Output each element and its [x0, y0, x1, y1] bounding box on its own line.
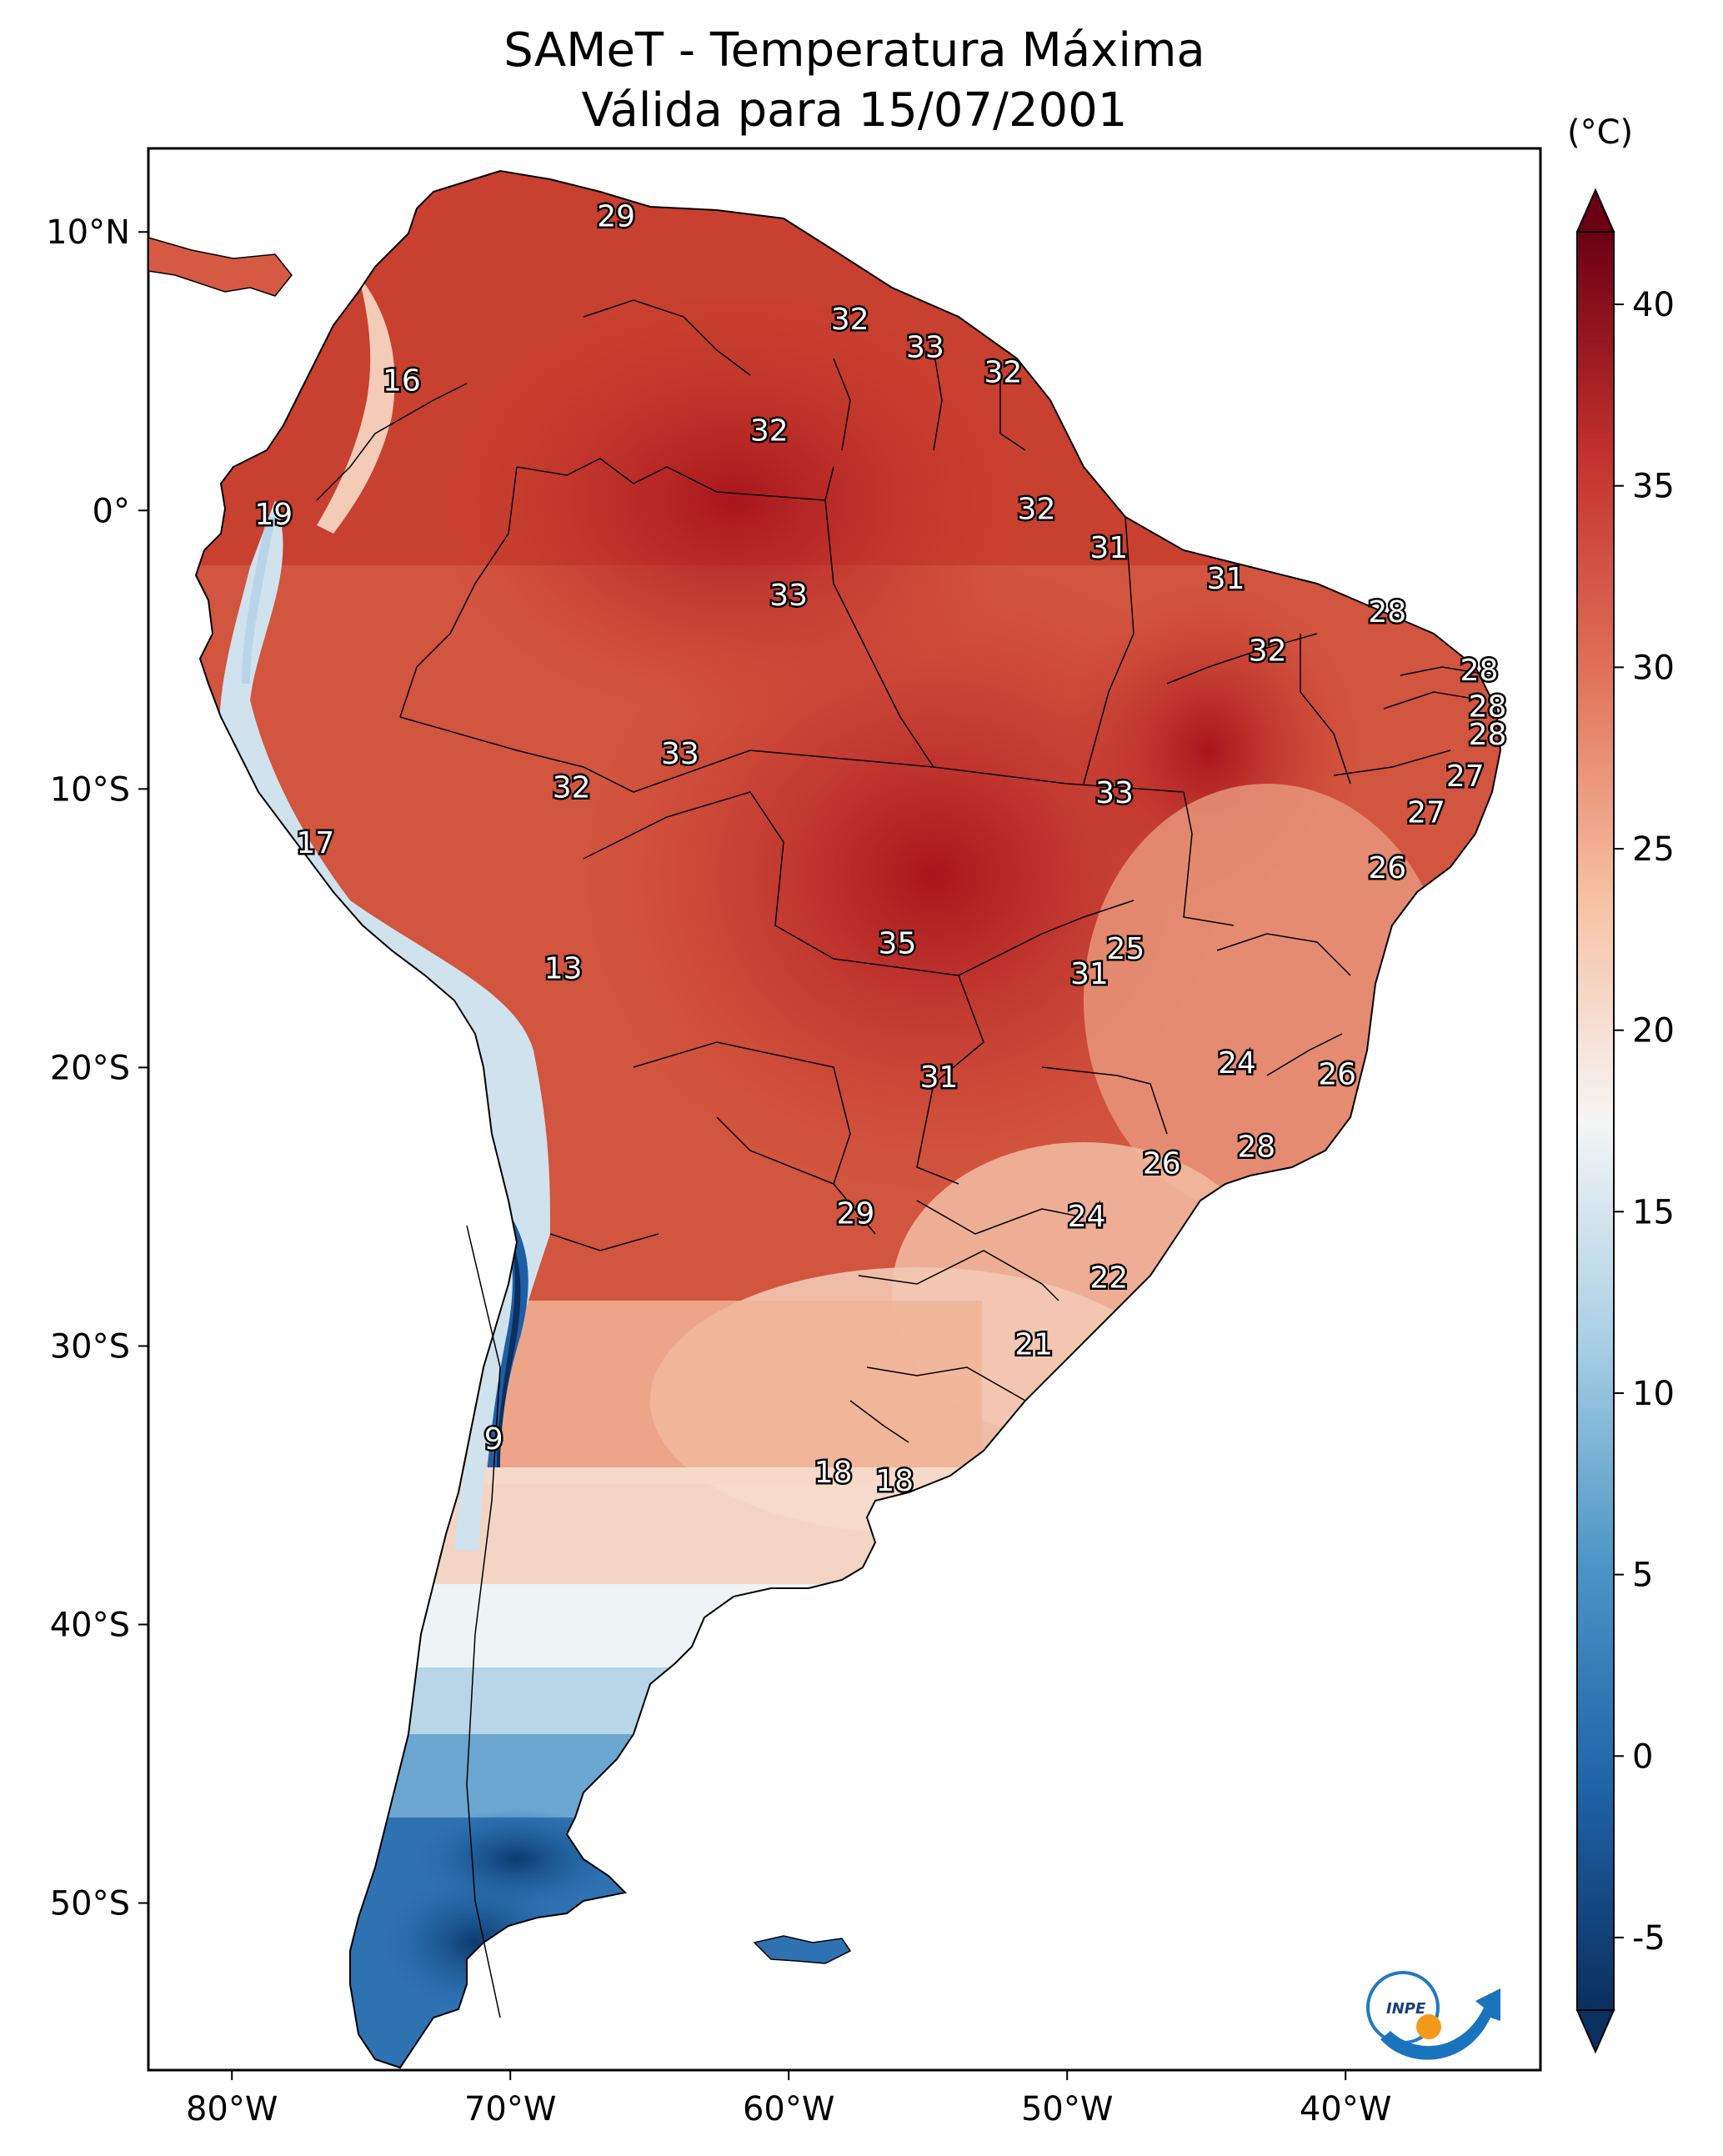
coastline — [194, 169, 1502, 2069]
temperature-value-label: 32 — [984, 356, 1022, 390]
colorbar: (°C) -5 0 5 10 15 20 25 30 35 40 — [1567, 113, 1675, 2054]
temperature-value-label: 17 — [296, 826, 334, 860]
temperature-value-label: 18 — [875, 1464, 914, 1498]
temperature-value-label: 33 — [769, 579, 808, 613]
colorbar-ticks: -5 0 5 10 15 20 25 30 35 40 — [1614, 286, 1675, 1958]
latitude-tick-label: 0° — [93, 492, 130, 530]
latitude-axis: 10°N 0° 10°S 20°S 30°S 40°S 50°S — [46, 213, 148, 1923]
colorbar-tick-label: 40 — [1632, 286, 1675, 324]
temperature-value-label: 22 — [1089, 1261, 1128, 1295]
inpe-logo: INPE — [1366, 1971, 1500, 2060]
temperature-value-label: 26 — [1368, 851, 1406, 885]
temperature-value-label: 26 — [1318, 1057, 1356, 1091]
political-borders — [316, 299, 1493, 2018]
temperature-value-label: 24 — [1068, 1200, 1106, 1234]
temperature-value-label: 33 — [906, 331, 944, 365]
longitude-tick-label: 50°W — [1021, 2090, 1113, 2128]
latitude-tick-label: 20°S — [50, 1049, 130, 1087]
map-title: SAMeT - Temperatura Máxima — [503, 23, 1205, 78]
map-subtitle: Válida para 15/07/2001 — [581, 83, 1128, 138]
temperature-value-label: 24 — [1218, 1046, 1256, 1081]
falkland-islands — [753, 1935, 852, 1964]
temperature-value-label: 32 — [750, 414, 789, 449]
temperature-value-label: 9 — [484, 1422, 503, 1457]
temperature-value-label: 33 — [661, 737, 699, 771]
colorbar-tick-label: 0 — [1632, 1737, 1653, 1776]
latitude-tick-label: 40°S — [50, 1607, 130, 1645]
temperature-value-label: 32 — [831, 303, 869, 337]
temperature-value-label: 33 — [1095, 776, 1134, 810]
temperature-value-label: 28 — [1237, 1130, 1275, 1164]
colorbar-max-extension — [1575, 188, 1615, 233]
temperature-value-label: 35 — [879, 926, 917, 960]
temperature-value-label: 28 — [1469, 718, 1507, 752]
latitude-tick-label: 30°S — [50, 1327, 130, 1366]
temperature-value-label: 13 — [544, 951, 583, 985]
temperature-value-label: 26 — [1143, 1146, 1181, 1181]
temperature-value-label: 32 — [553, 770, 591, 805]
temperature-value-label: 27 — [1407, 795, 1445, 830]
colorbar-unit: (°C) — [1567, 113, 1633, 152]
colorbar-tick-label: 25 — [1632, 830, 1675, 869]
temperature-value-label: 28 — [1469, 689, 1507, 724]
temperature-value-label: 32 — [1249, 634, 1287, 669]
temperature-value-label: 19 — [254, 498, 293, 532]
temperature-value-label: 21 — [1014, 1327, 1053, 1361]
colorbar-tick-label: -5 — [1632, 1919, 1665, 1958]
colorbar-tick-label: 15 — [1632, 1193, 1675, 1231]
longitude-tick-label: 70°W — [464, 2090, 556, 2128]
colorbar-tick-label: 10 — [1632, 1375, 1675, 1413]
temperature-value-label: 27 — [1446, 760, 1485, 794]
temperature-value-label: 31 — [1070, 957, 1109, 991]
temperature-value-label: 29 — [597, 200, 635, 234]
svg-text:INPE: INPE — [1386, 2000, 1426, 2018]
latitude-tick-label: 50°S — [50, 1885, 130, 1923]
temperature-value-label: 25 — [1106, 932, 1144, 966]
temperature-value-label: 31 — [1207, 562, 1245, 596]
colorbar-tick-label: 30 — [1632, 649, 1675, 687]
longitude-axis: 80°W 70°W 60°W 50°W 40°W — [186, 2070, 1391, 2128]
colorbar-min-extension — [1575, 2009, 1615, 2054]
colorbar-tick-label: 5 — [1632, 1557, 1653, 1595]
colorbar-tick-label: 35 — [1632, 468, 1675, 506]
temperature-value-label: 28 — [1460, 654, 1499, 688]
central-america — [148, 237, 293, 297]
latitude-tick-label: 10°N — [46, 213, 130, 252]
temperature-value-label: 31 — [920, 1060, 959, 1095]
temperature-value-label: 31 — [1089, 531, 1128, 565]
longitude-tick-label: 40°W — [1300, 2090, 1391, 2128]
colorbar-bar — [1576, 231, 1615, 2011]
temperature-value-label: 32 — [1018, 492, 1056, 526]
longitude-tick-label: 60°W — [743, 2090, 834, 2128]
latitude-tick-label: 10°S — [50, 770, 130, 809]
temperature-value-label: 28 — [1368, 595, 1406, 629]
temperature-value-label: 16 — [383, 364, 421, 399]
colorbar-tick-label: 20 — [1632, 1012, 1675, 1050]
longitude-tick-label: 80°W — [186, 2090, 278, 2128]
temperature-value-label: 29 — [836, 1196, 874, 1231]
temperature-value-label: 18 — [814, 1456, 853, 1490]
